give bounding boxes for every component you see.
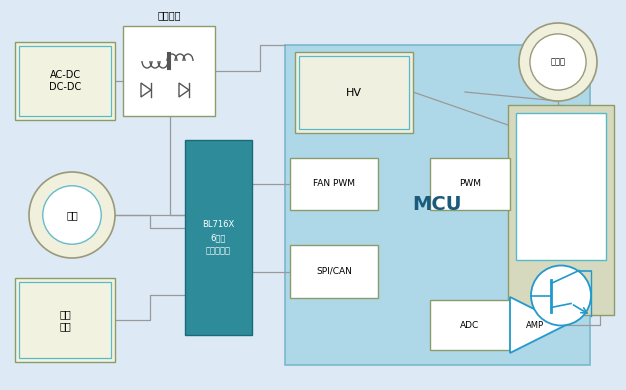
Text: 压缩机: 压缩机 [550,57,565,67]
Circle shape [43,186,101,244]
Text: IPM: IPM [552,292,570,302]
Bar [295,52,413,133]
Text: 控制
面板: 控制 面板 [59,309,71,331]
Circle shape [519,23,597,101]
Bar [19,282,111,358]
Bar [299,56,409,129]
Bar [123,26,215,116]
Bar [285,45,590,365]
Circle shape [531,266,591,326]
Bar [290,245,378,298]
Bar [290,158,378,210]
Polygon shape [510,297,566,353]
Bar [19,46,111,116]
Circle shape [530,34,586,90]
Text: PWM: PWM [459,179,481,188]
Circle shape [29,172,115,258]
Text: BL716X
6通道
数字隔离器: BL716X 6通道 数字隔离器 [202,220,235,255]
Bar [185,140,252,335]
Bar [430,300,510,350]
Text: HV: HV [346,87,362,98]
Bar [516,113,606,260]
Bar [430,158,510,210]
Text: AC-DC
DC-DC: AC-DC DC-DC [49,70,81,92]
Text: AMP: AMP [526,321,544,330]
Text: 风扇: 风扇 [66,210,78,220]
Text: 隔离电源: 隔离电源 [157,10,181,20]
Text: SPI/CAN: SPI/CAN [316,267,352,276]
Text: MCU: MCU [413,195,462,214]
Bar [508,105,614,315]
Bar [15,42,115,120]
Text: ADC: ADC [460,321,480,330]
Text: FAN PWM: FAN PWM [313,179,355,188]
Bar [15,278,115,362]
